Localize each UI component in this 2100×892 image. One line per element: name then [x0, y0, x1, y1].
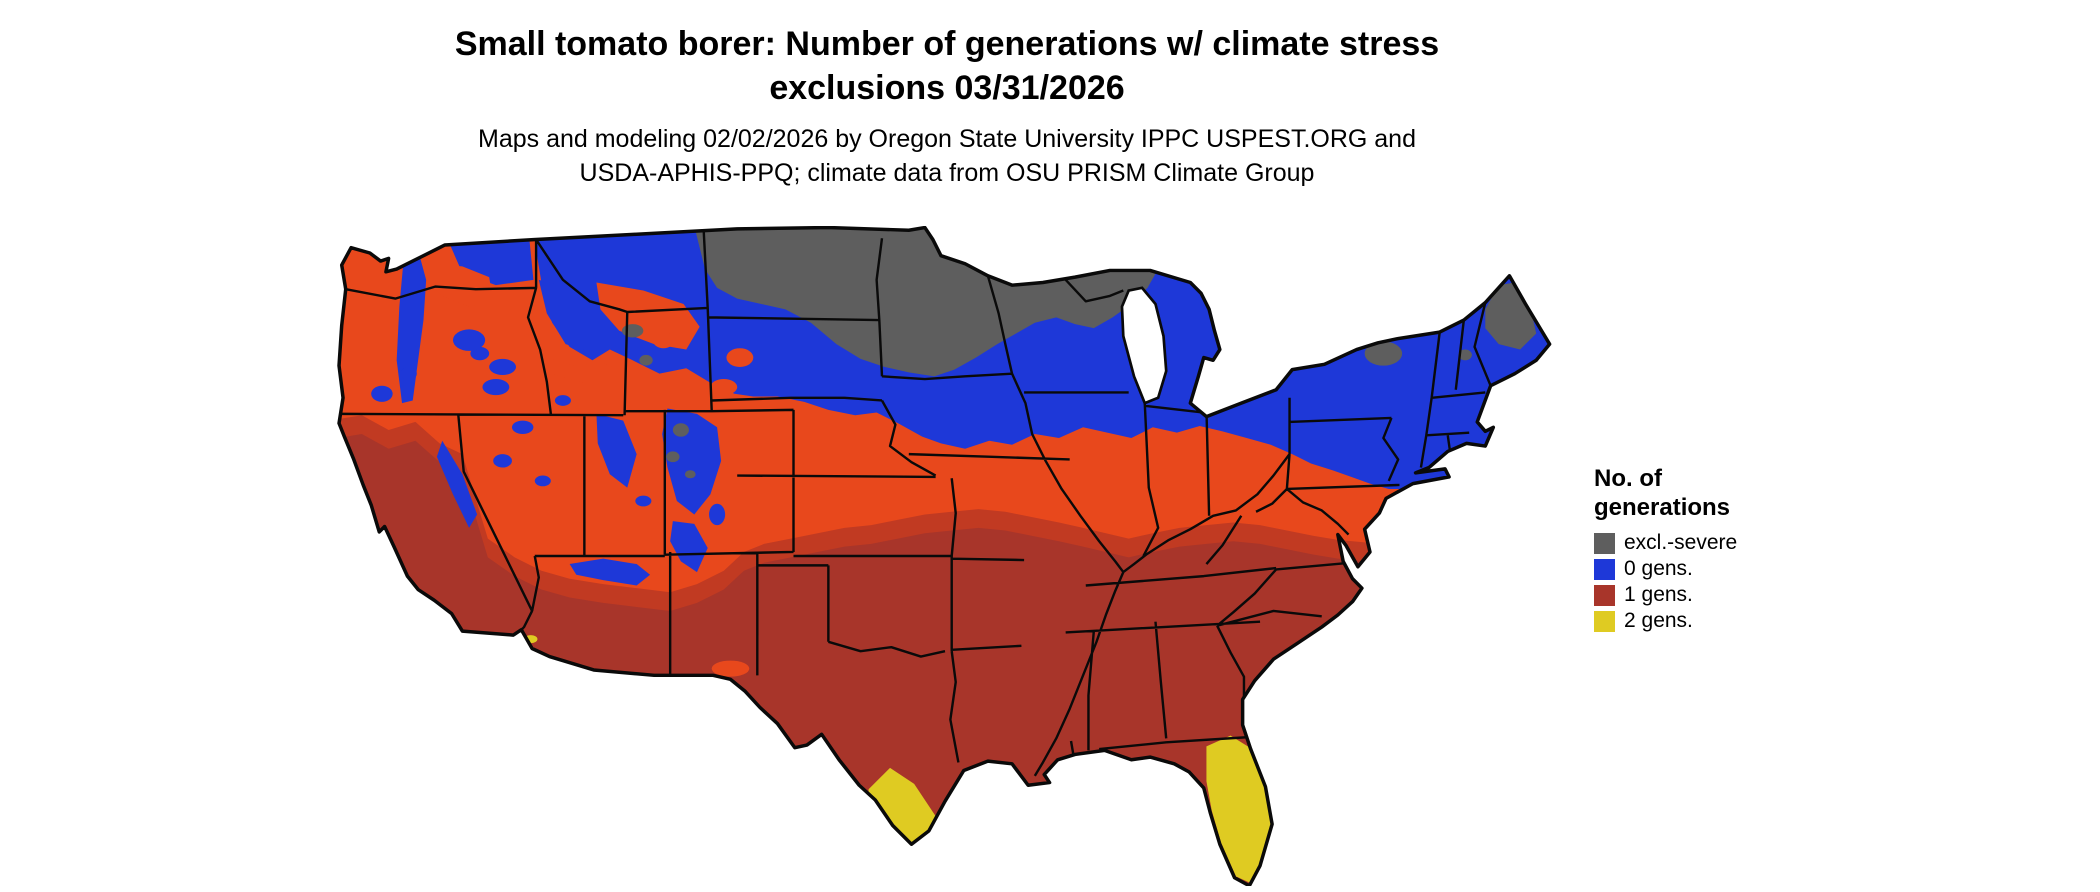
legend-item: 0 gens.: [1594, 556, 1737, 582]
legend-title-line2: generations: [1594, 494, 1731, 521]
legend-swatch-1-gens: [1594, 584, 1615, 606]
legend-title-line1: No. of: [1594, 465, 1662, 492]
map-title: Small tomato borer: Number of generation…: [0, 22, 1894, 110]
us-generations-map: [335, 225, 1555, 888]
us-map-svg: [337, 225, 1552, 888]
map-subtitle-line2: USDA-APHIS-PPQ; climate data from OSU PR…: [579, 159, 1315, 187]
legend-item: excl.-severe: [1594, 530, 1737, 556]
legend-label: 0 gens.: [1624, 557, 1693, 580]
lake-michigan: [1120, 286, 1168, 405]
map-title-line2: exclusions 03/31/2026: [769, 69, 1125, 107]
legend-label: 2 gens.: [1624, 609, 1693, 632]
legend-title: No. of generations: [1594, 464, 1737, 522]
map-legend: No. of generations excl.-severe 0 gens. …: [1594, 464, 1737, 634]
legend-item: 2 gens.: [1594, 608, 1737, 634]
state-borders-path: [341, 230, 1492, 781]
legend-swatch-2-gens: [1594, 610, 1615, 632]
legend-label: excl.-severe: [1624, 531, 1738, 554]
legend-item: 1 gens.: [1594, 582, 1737, 608]
legend-swatch-0-gens: [1594, 558, 1615, 580]
legend-label: 1 gens.: [1624, 583, 1693, 606]
us-outline-path: [337, 225, 1552, 888]
map-title-line1: Small tomato borer: Number of generation…: [454, 25, 1440, 63]
region-2-gens-south-florida: [1206, 735, 1274, 884]
map-subtitle-line1: Maps and modeling 02/02/2026 by Oregon S…: [478, 125, 1416, 153]
map-subtitle: Maps and modeling 02/02/2026 by Oregon S…: [0, 122, 1894, 190]
region-1-gens-light-patches: [428, 263, 754, 677]
legend-swatch-excl-severe: [1594, 532, 1615, 554]
map-header: Small tomato borer: Number of generation…: [0, 22, 1894, 190]
legend-items: excl.-severe 0 gens. 1 gens. 2 gens.: [1594, 530, 1737, 634]
